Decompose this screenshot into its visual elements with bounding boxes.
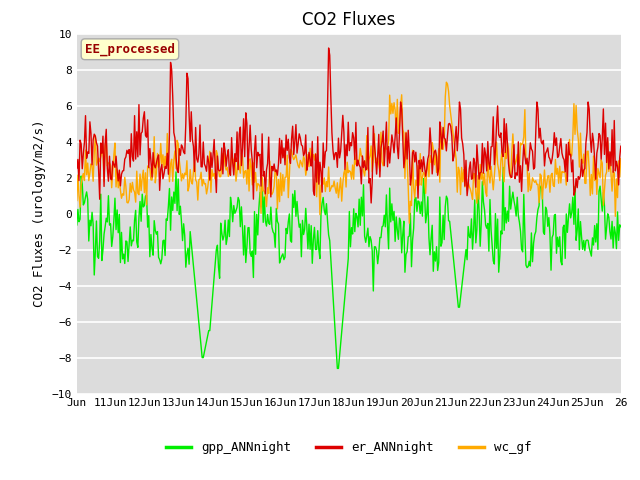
Text: EE_processed: EE_processed [85, 43, 175, 56]
Title: CO2 Fluxes: CO2 Fluxes [302, 11, 396, 29]
Y-axis label: CO2 Fluxes (urology/m2/s): CO2 Fluxes (urology/m2/s) [33, 120, 46, 307]
Legend: gpp_ANNnight, er_ANNnight, wc_gf: gpp_ANNnight, er_ANNnight, wc_gf [161, 436, 536, 459]
